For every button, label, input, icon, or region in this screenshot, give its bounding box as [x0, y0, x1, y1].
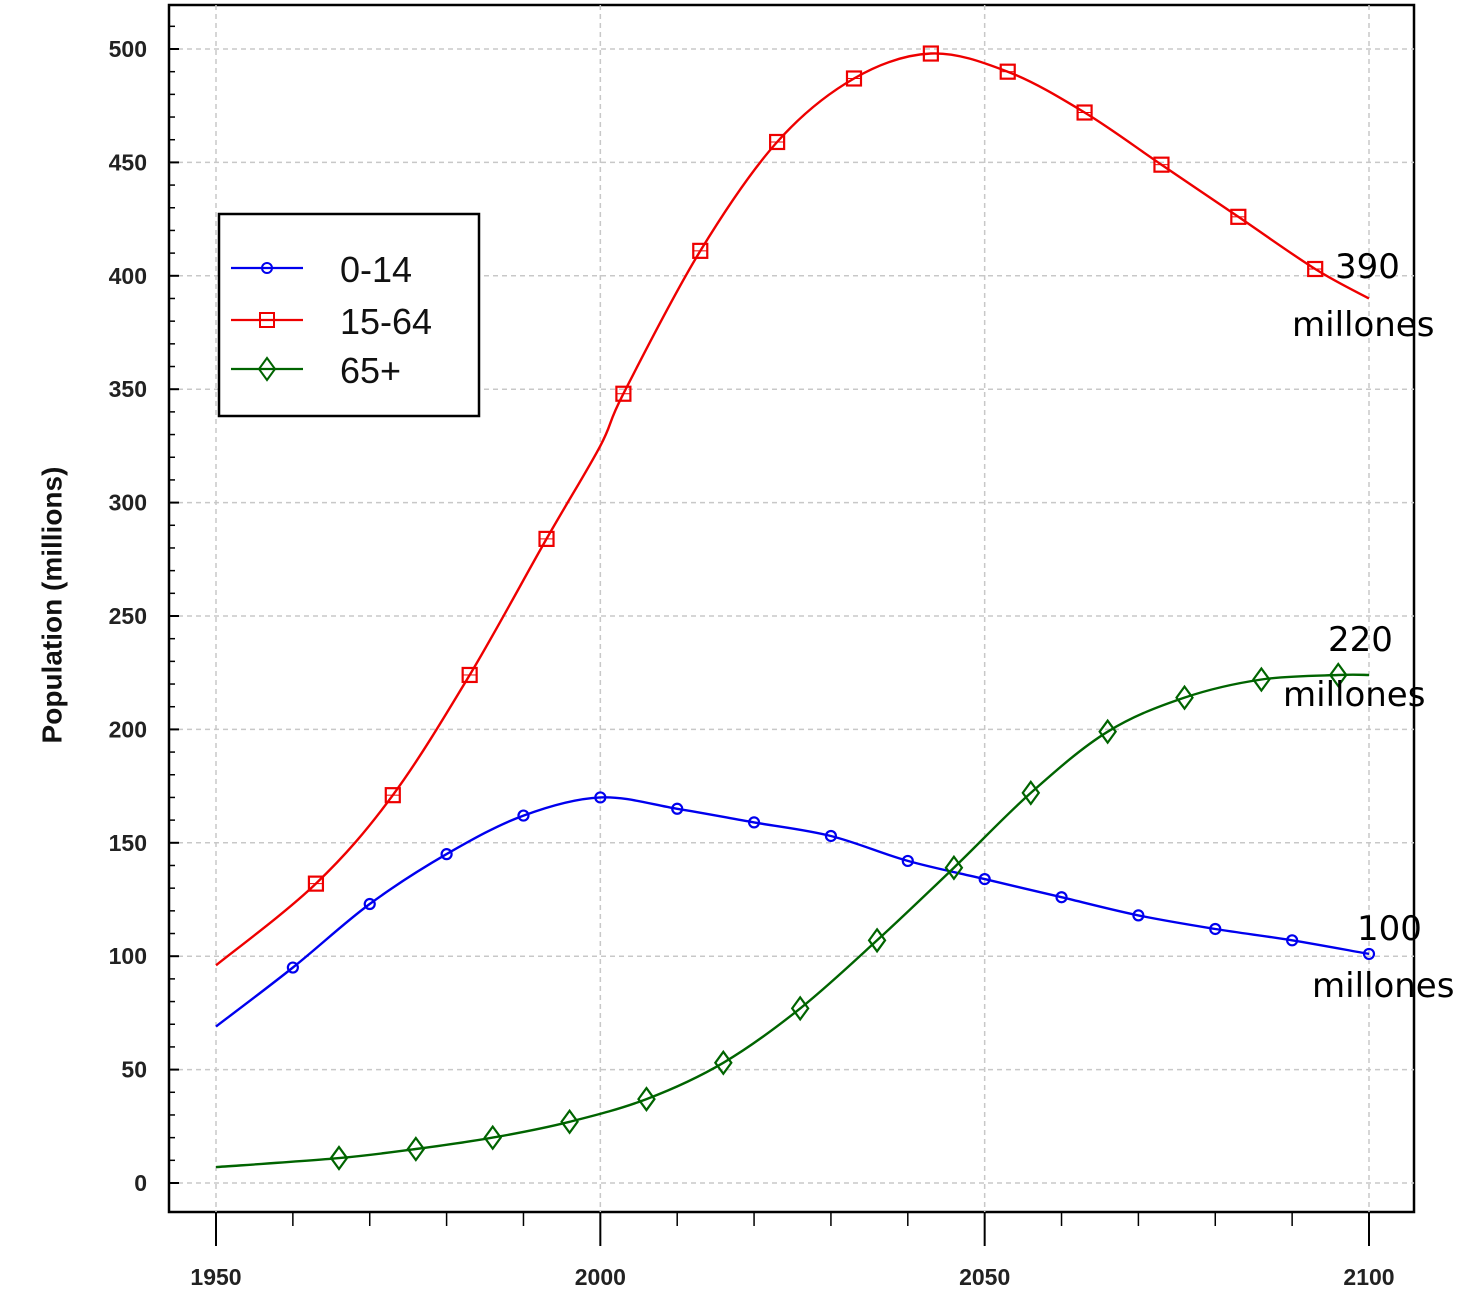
point-65-plus [637, 1086, 656, 1112]
y-tick-label-450: 450 [109, 149, 147, 175]
point-65-plus [483, 1124, 503, 1151]
legend-label-65-plus: 65+ [340, 350, 401, 391]
point-0-14 [517, 809, 530, 822]
y-tick-label-150: 150 [109, 830, 147, 856]
point-65-plus [1175, 684, 1194, 711]
legend-marker-0-14 [261, 262, 273, 274]
x-tick-label-2100: 2100 [1343, 1264, 1394, 1290]
y-tick-label-50: 50 [121, 1057, 147, 1083]
point-0-14 [747, 816, 761, 829]
plot-frame [167, 3, 1416, 1214]
point-65-plus [560, 1108, 579, 1135]
legend-box [217, 212, 481, 418]
y-axis: 0 50 100 150 200 250 300 350 400 450 500 [109, 25, 179, 1196]
point-65-plus [1328, 662, 1348, 688]
point-0-14 [594, 791, 607, 804]
y-tick-label-200: 200 [109, 716, 147, 742]
annotation-100-value: 100 [1357, 909, 1422, 949]
point-65-plus [944, 854, 964, 881]
point-65-plus [1252, 666, 1271, 693]
y-tick-label-250: 250 [109, 603, 147, 629]
legend-label-15-64: 15-64 [340, 301, 432, 342]
point-0-14 [824, 829, 838, 843]
legend-marker-15-64 [259, 312, 275, 328]
point-0-14 [363, 897, 376, 911]
x-axis: 1950 2000 2050 2100 [190, 1212, 1395, 1290]
annotation-390-unit: millones [1292, 305, 1434, 345]
legend-label-0-14: 0-14 [340, 249, 412, 290]
annotation-390-value: 390 [1335, 247, 1400, 287]
point-0-14 [1286, 934, 1299, 947]
annotations: 390 millones 220 millones 100 millones [1283, 247, 1454, 1006]
legend-marker-65-plus [257, 356, 277, 382]
point-0-14 [440, 848, 453, 861]
point-65-plus [1098, 718, 1118, 745]
y-tick-label-100: 100 [109, 943, 147, 969]
annotation-220-value: 220 [1328, 620, 1393, 660]
point-0-14 [1132, 909, 1145, 922]
point-0-14 [978, 872, 991, 886]
y-tick-label-500: 500 [109, 36, 147, 62]
series-line-65-plus [215, 673, 1370, 1169]
legend: 0-14 15-64 65+ [217, 212, 481, 418]
point-0-14 [1362, 947, 1376, 961]
point-0-14 [671, 802, 684, 815]
point-65-plus [329, 1145, 349, 1171]
grid-lines [169, 5, 1414, 1212]
point-65-plus [867, 927, 887, 954]
series-line-0-14 [215, 796, 1370, 1028]
y-tick-label-350: 350 [109, 376, 147, 402]
point-65-plus [790, 995, 810, 1022]
point-0-14 [901, 854, 914, 868]
point-65-plus [406, 1136, 426, 1162]
x-tick-label-2000: 2000 [575, 1264, 626, 1290]
point-0-14 [1209, 922, 1222, 936]
y-axis-label: Population (millions) [36, 467, 67, 744]
point-0-14 [1055, 891, 1068, 904]
point-65-plus [1021, 780, 1041, 806]
y-tick-label-300: 300 [109, 490, 147, 516]
point-65-plus [713, 1049, 733, 1076]
y-tick-label-0: 0 [134, 1170, 147, 1196]
x-tick-label-1950: 1950 [190, 1264, 241, 1290]
series-layer [215, 45, 1376, 1171]
annotation-100-unit: millones [1312, 966, 1454, 1006]
point-0-14 [286, 961, 299, 974]
annotation-220-unit: millones [1283, 675, 1425, 715]
y-tick-label-400: 400 [109, 263, 147, 289]
x-tick-label-2050: 2050 [959, 1264, 1010, 1290]
